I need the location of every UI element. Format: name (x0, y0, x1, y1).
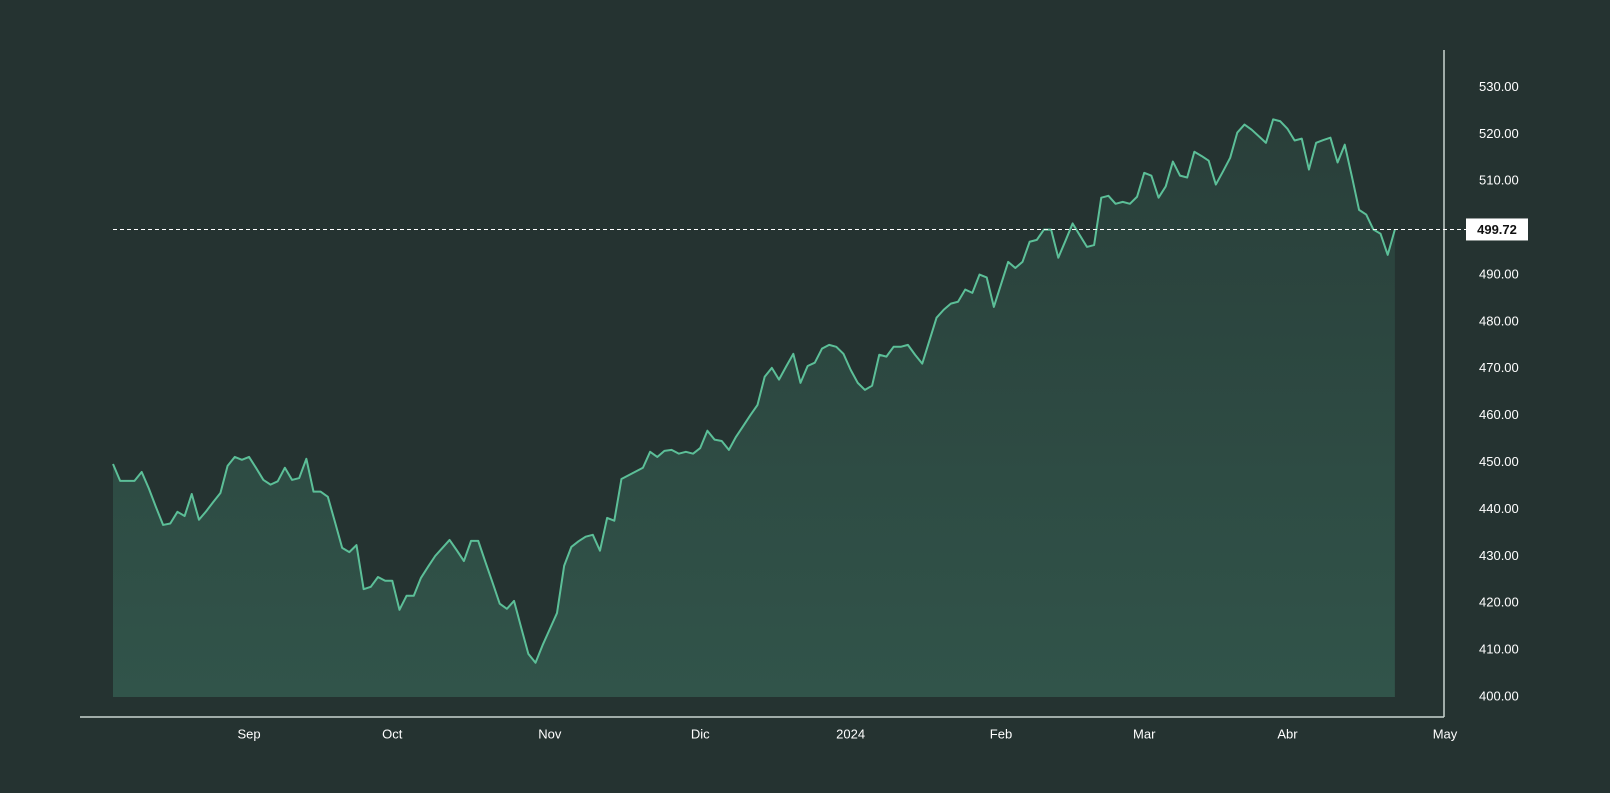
y-tick-label: 460.00 (1479, 407, 1519, 422)
line (112, 118, 1396, 664)
y-tick-label: 440.00 (1479, 501, 1519, 516)
y-tick-label: 530.00 (1479, 79, 1519, 94)
x-tick-label: Abr (1277, 726, 1298, 741)
y-tick-label: 410.00 (1479, 642, 1519, 657)
y-tick-label: 450.00 (1479, 454, 1519, 469)
area (113, 119, 1395, 697)
x-tick-label: Feb (990, 726, 1012, 741)
y-tick-label: 520.00 (1479, 126, 1519, 141)
x-tick-label: Nov (538, 726, 562, 741)
x-tick-label: Sep (237, 726, 260, 741)
y-tick-label: 400.00 (1479, 688, 1519, 703)
y-tick-label: 430.00 (1479, 548, 1519, 563)
x-tick-label: Mar (1133, 726, 1156, 741)
y-tick-label: 510.00 (1479, 173, 1519, 188)
price-label: 499.72 (1477, 222, 1517, 237)
x-tick-label: Oct (382, 726, 403, 741)
x-tick-label: Dic (691, 726, 710, 741)
y-tick-label: 490.00 (1479, 266, 1519, 281)
x-tick-label: 2024 (836, 726, 865, 741)
y-tick-label: 480.00 (1479, 313, 1519, 328)
x-tick-label: May (1433, 726, 1458, 741)
y-tick-label: 470.00 (1479, 360, 1519, 375)
price-tag (1466, 218, 1528, 241)
y-tick-label: 420.00 (1479, 595, 1519, 610)
